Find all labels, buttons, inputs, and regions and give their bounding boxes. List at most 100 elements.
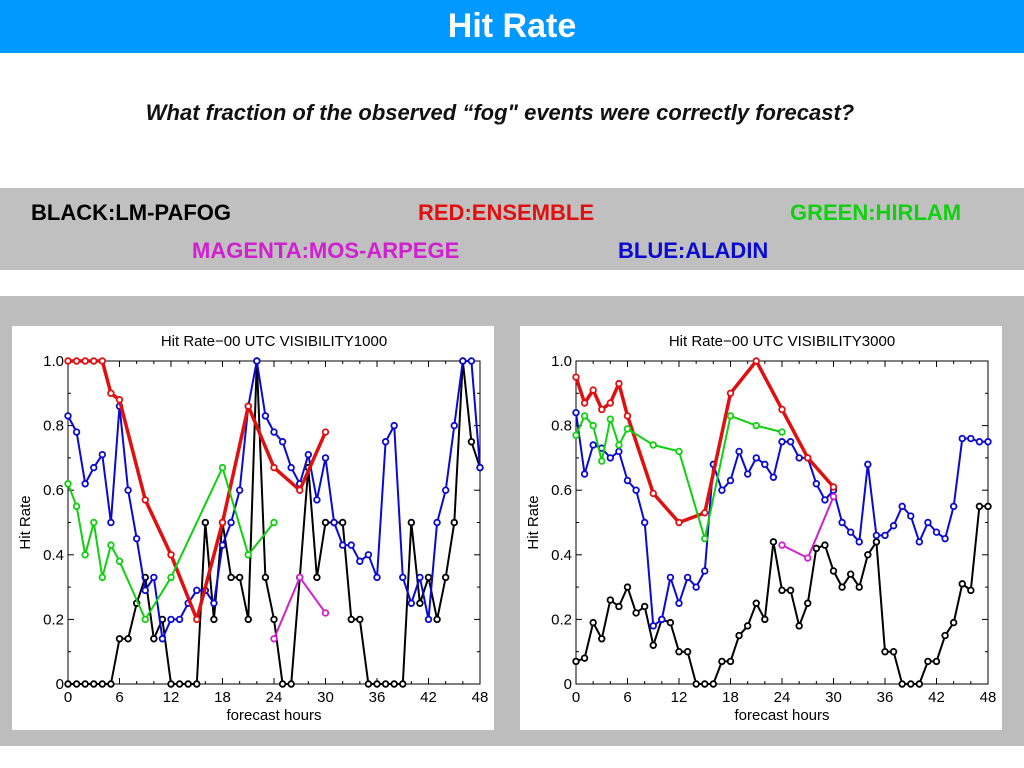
y-tick-label: 0.8 xyxy=(43,418,64,435)
data-point xyxy=(150,573,158,582)
data-point xyxy=(958,580,966,588)
data-point xyxy=(666,573,675,582)
data-point xyxy=(623,583,632,591)
data-point xyxy=(804,599,812,607)
data-point xyxy=(795,454,803,462)
data-point xyxy=(743,470,752,478)
x-axis-label: forecast hours xyxy=(734,707,829,724)
x-tick-label: 48 xyxy=(472,689,489,706)
data-point xyxy=(390,421,398,430)
data-point xyxy=(81,357,89,365)
data-point xyxy=(72,680,81,688)
x-tick-label: 12 xyxy=(671,689,688,706)
chart-title: Hit Rate−00 UTC VISIBILITY3000 xyxy=(669,333,895,350)
data-point xyxy=(649,441,657,449)
data-point xyxy=(356,615,364,624)
data-point xyxy=(683,648,692,656)
data-point xyxy=(761,460,769,469)
data-point xyxy=(304,450,313,459)
data-point xyxy=(141,615,149,624)
x-tick-label: 42 xyxy=(928,689,945,706)
data-point xyxy=(132,534,141,543)
legend-hirlam: GREEN:HIRLAM xyxy=(790,200,962,225)
data-point xyxy=(158,635,167,643)
data-point xyxy=(675,648,683,656)
data-point xyxy=(958,434,966,443)
data-point xyxy=(175,615,184,624)
data-point xyxy=(692,680,700,688)
data-point xyxy=(201,518,210,527)
data-point xyxy=(967,586,975,595)
data-point xyxy=(459,357,467,365)
data-point xyxy=(726,657,735,666)
data-point xyxy=(184,680,192,688)
data-point xyxy=(433,518,441,527)
data-point xyxy=(141,586,149,595)
data-point xyxy=(107,518,115,527)
data-point xyxy=(261,573,270,582)
data-point xyxy=(416,599,424,607)
data-point xyxy=(606,399,615,407)
legend-lm-pafog: BLACK:LM-PAFOG xyxy=(31,200,231,225)
data-point xyxy=(150,635,158,643)
data-point xyxy=(373,680,381,688)
data-point xyxy=(356,557,364,565)
series-line xyxy=(574,359,835,525)
data-point xyxy=(701,509,709,517)
data-point xyxy=(321,518,330,527)
data-point xyxy=(829,483,838,491)
data-point xyxy=(373,573,381,582)
data-point xyxy=(81,680,89,688)
data-point xyxy=(64,357,72,365)
data-point xyxy=(347,615,355,624)
data-point xyxy=(210,615,218,624)
data-point xyxy=(915,538,924,546)
question-text: What fraction of the observed “fog" even… xyxy=(145,100,855,125)
data-point xyxy=(227,518,235,527)
data-point xyxy=(718,486,726,494)
data-point xyxy=(124,635,132,643)
data-point xyxy=(615,441,623,449)
data-point xyxy=(752,421,760,430)
data-point xyxy=(804,454,812,462)
data-point xyxy=(623,476,632,485)
data-point xyxy=(632,609,640,617)
data-point xyxy=(778,405,786,414)
y-tick-label: 1.0 xyxy=(43,353,64,370)
data-point xyxy=(278,680,287,688)
data-point xyxy=(649,622,657,630)
data-point xyxy=(726,389,735,397)
x-tick-label: 42 xyxy=(420,689,437,706)
data-point xyxy=(572,431,580,439)
data-point xyxy=(640,602,649,611)
x-tick-label: 18 xyxy=(722,689,739,706)
data-point xyxy=(90,518,98,527)
data-point xyxy=(390,680,398,688)
data-point xyxy=(975,438,984,446)
data-point xyxy=(416,573,424,582)
data-point xyxy=(476,463,484,472)
data-point xyxy=(313,573,321,582)
data-point xyxy=(424,573,433,582)
data-point xyxy=(855,583,863,591)
data-point xyxy=(64,480,72,488)
y-tick-label: 0.4 xyxy=(43,547,64,564)
series-3 xyxy=(64,463,278,624)
data-point xyxy=(726,476,735,485)
data-point xyxy=(270,428,278,436)
data-point xyxy=(407,599,416,607)
data-point xyxy=(846,528,855,536)
data-point xyxy=(829,492,838,501)
series-0 xyxy=(572,502,992,688)
data-point xyxy=(898,502,906,511)
data-point xyxy=(907,680,915,688)
x-tick-label: 24 xyxy=(774,689,791,706)
data-point xyxy=(769,473,778,481)
data-point xyxy=(381,438,390,446)
x-tick-label: 30 xyxy=(317,689,334,706)
data-point xyxy=(278,438,287,446)
data-point xyxy=(915,680,924,688)
data-point xyxy=(210,599,218,607)
data-point xyxy=(572,657,580,666)
data-point xyxy=(467,438,476,446)
